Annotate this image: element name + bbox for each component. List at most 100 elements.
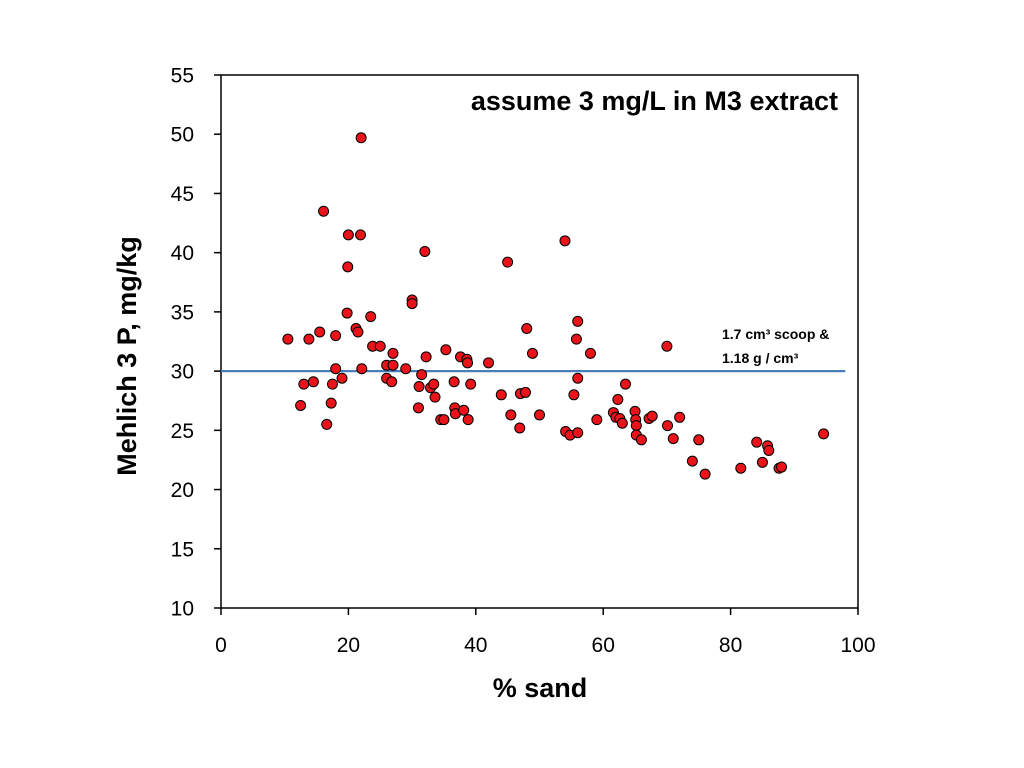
data-point: [693, 434, 705, 446]
data-point: [751, 436, 763, 448]
data-point: [336, 372, 348, 384]
data-point: [514, 422, 526, 434]
data-point: [462, 414, 474, 426]
data-point: [295, 399, 307, 411]
data-point: [365, 311, 377, 323]
data-point: [612, 394, 624, 406]
data-point: [307, 376, 319, 388]
y-tick-label: 15: [171, 538, 194, 561]
data-point: [440, 344, 452, 356]
plot-area: [220, 74, 859, 609]
data-point: [341, 307, 353, 319]
data-point: [495, 389, 507, 401]
data-point: [400, 363, 412, 375]
data-point: [330, 363, 342, 375]
y-tick-label: 45: [171, 183, 194, 206]
data-point: [428, 378, 440, 390]
data-point: [412, 402, 424, 414]
reference-label-line1: 1.7 cm³ scoop &: [722, 326, 829, 342]
data-point: [572, 427, 584, 439]
data-point: [462, 357, 474, 369]
x-tick-label: 20: [337, 634, 360, 657]
y-tick-label: 50: [171, 124, 194, 147]
data-point: [646, 410, 658, 422]
x-axis: 0 20 40 60 80 100: [215, 608, 876, 657]
data-point: [502, 256, 514, 268]
data-point: [756, 456, 768, 468]
y-tick-label: 30: [171, 361, 194, 384]
data-point: [448, 376, 460, 388]
y-tick-label: 25: [171, 420, 194, 443]
data-point: [570, 333, 582, 345]
data-point: [661, 340, 673, 352]
x-axis-title: % sand: [493, 673, 588, 703]
data-point: [282, 333, 294, 345]
data-point: [387, 347, 399, 359]
x-tick-label: 80: [719, 634, 742, 657]
data-point: [686, 455, 698, 467]
data-point: [818, 428, 830, 440]
data-point: [526, 347, 538, 359]
data-point: [776, 461, 788, 473]
data-point: [303, 333, 315, 345]
data-point: [429, 391, 441, 403]
data-point: [387, 359, 399, 371]
data-point: [356, 363, 368, 375]
data-point: [374, 340, 386, 352]
data-point: [326, 378, 338, 390]
x-tick-label: 60: [592, 634, 615, 657]
data-point: [635, 434, 647, 446]
data-point: [662, 420, 674, 432]
data-point: [386, 376, 398, 388]
data-point: [559, 235, 571, 247]
data-point: [505, 409, 517, 421]
data-point: [572, 372, 584, 384]
data-point: [413, 381, 425, 393]
data-point: [406, 298, 418, 310]
y-axis-title: Mehlich 3 P, mg/kg: [112, 236, 142, 476]
data-point: [355, 132, 367, 144]
data-point: [763, 444, 775, 456]
data-point: [325, 397, 337, 409]
data-point: [420, 351, 432, 363]
data-point: [416, 369, 428, 381]
data-point: [352, 326, 364, 338]
data-point: [314, 326, 326, 338]
data-point: [483, 357, 495, 369]
data-point: [342, 261, 354, 273]
data-point: [572, 315, 584, 327]
y-tick-label: 10: [171, 598, 194, 621]
y-tick-label: 40: [171, 242, 194, 265]
data-point: [667, 433, 679, 445]
chart-title: assume 3 mg/L in M3 extract: [471, 86, 838, 116]
reference-label-line2: 1.18 g / cm³: [722, 350, 799, 366]
data-point: [735, 462, 747, 474]
y-tick-label: 55: [171, 65, 194, 88]
data-point: [298, 378, 310, 390]
data-points: [282, 132, 830, 480]
data-point: [438, 414, 450, 426]
data-point: [630, 420, 642, 432]
data-point: [584, 347, 596, 359]
data-point: [699, 468, 711, 480]
x-tick-label: 0: [215, 634, 227, 657]
y-tick-label: 35: [171, 301, 194, 324]
data-point: [330, 330, 342, 342]
data-point: [591, 414, 603, 426]
data-point: [674, 411, 686, 423]
data-point: [521, 322, 533, 334]
y-tick-label: 20: [171, 479, 194, 502]
data-point: [619, 378, 631, 390]
data-point: [534, 409, 545, 421]
data-point: [568, 389, 580, 401]
y-axis: 10 15 20 25 30 35 40 45 50 55: [171, 65, 221, 621]
data-point: [318, 205, 330, 217]
data-point: [519, 386, 531, 398]
x-tick-label: 100: [840, 634, 875, 657]
data-point: [321, 418, 333, 430]
data-point: [419, 245, 431, 257]
data-point: [616, 417, 628, 429]
data-point: [458, 404, 470, 416]
data-point: [355, 229, 367, 241]
